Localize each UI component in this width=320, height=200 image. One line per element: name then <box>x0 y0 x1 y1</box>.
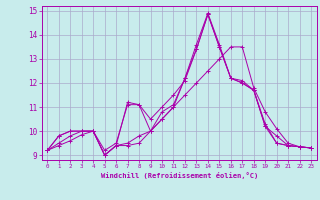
X-axis label: Windchill (Refroidissement éolien,°C): Windchill (Refroidissement éolien,°C) <box>100 172 258 179</box>
